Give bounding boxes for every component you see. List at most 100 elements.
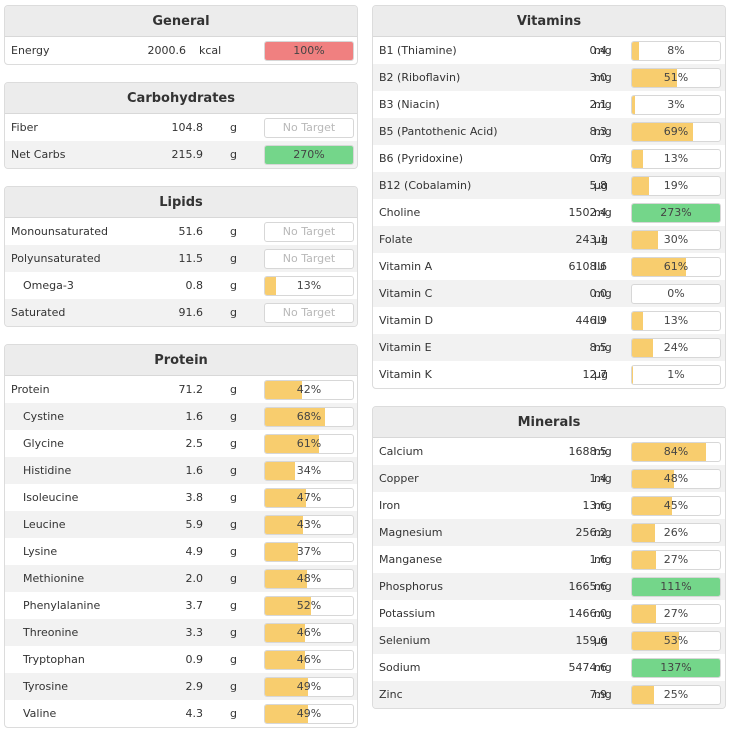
target-progress-bar: 42%: [264, 380, 354, 400]
nutrient-name: Protein: [11, 383, 50, 396]
target-percent-label: 49%: [296, 680, 322, 693]
nutrient-row-b12-cobalamin: B12 (Cobalamin) 5.8 µg 19%: [373, 172, 725, 199]
target-progress-fill: [632, 312, 644, 330]
nutrient-unit: mg: [594, 341, 612, 354]
target-progress-fill: [632, 231, 659, 249]
nutrient-unit: mg: [594, 152, 612, 165]
target-progress-bar: No Target: [264, 303, 354, 323]
nutrient-row-folate: Folate 243.1 µg 30%: [373, 226, 725, 253]
nutrient-unit: mg: [594, 98, 612, 111]
nutrient-row-zinc: Zinc 7.9 mg 25%: [373, 681, 725, 708]
target-progress-fill: [265, 489, 307, 507]
nutrient-row-net-carbs: Net Carbs 215.9 g 270%: [5, 141, 357, 168]
target-progress-fill: [265, 570, 308, 588]
target-progress-bar: 100%: [264, 41, 354, 61]
target-percent-label: 13%: [663, 152, 689, 165]
nutrient-name: Calcium: [379, 445, 424, 458]
target-percent-label: 84%: [663, 445, 689, 458]
nutrient-name: Lysine: [23, 545, 58, 558]
nutrient-row-threonine: Threonine 3.3 g 46%: [5, 619, 357, 646]
target-percent-label: 34%: [296, 464, 322, 477]
nutrient-unit: g: [230, 383, 237, 396]
target-percent-label: 53%: [663, 634, 689, 647]
nutrient-name: B6 (Pyridoxine): [379, 152, 464, 165]
nutrient-unit: IU: [594, 260, 606, 273]
nutrient-amount: 2.0: [185, 572, 204, 585]
target-progress-fill: [265, 651, 306, 669]
vitamins-panel: Vitamins B1 (Thiamine) 0.4 mg 8% B2 (Ribofla…: [372, 5, 726, 389]
nutrient-row-monounsaturated: Monounsaturated 51.6 g No Target: [5, 218, 357, 245]
target-progress-bar: 61%: [631, 257, 721, 277]
nutrient-name: Omega-3: [23, 279, 74, 292]
target-percent-label: 61%: [663, 260, 689, 273]
nutrient-unit: µg: [594, 233, 608, 246]
nutrient-row-leucine: Leucine 5.9 g 43%: [5, 511, 357, 538]
target-progress-bar: 27%: [631, 550, 721, 570]
target-progress-bar: 49%: [264, 677, 354, 697]
nutrient-unit: mg: [594, 661, 612, 674]
nutrient-name: Phosphorus: [379, 580, 443, 593]
target-progress-bar: 53%: [631, 631, 721, 651]
nutrient-unit: kcal: [199, 44, 222, 57]
target-percent-label: 51%: [663, 71, 689, 84]
nutrient-name: B1 (Thiamine): [379, 44, 457, 57]
target-percent-label: 19%: [663, 179, 689, 192]
target-progress-bar: No Target: [264, 222, 354, 242]
target-progress-bar: 61%: [264, 434, 354, 454]
nutrient-row-b6-pyridoxine: B6 (Pyridoxine) 0.7 mg 13%: [373, 145, 725, 172]
nutrient-amount: 5474.6: [568, 661, 608, 674]
target-percent-label: 3%: [667, 98, 685, 111]
target-percent-label: 27%: [663, 553, 689, 566]
nutrient-amount: 1466.0: [568, 607, 608, 620]
nutrient-amount: 159.6: [575, 634, 608, 647]
nutrient-amount: 2000.6: [147, 44, 187, 57]
target-progress-fill: [632, 659, 720, 677]
nutrient-amount: 2.9: [185, 680, 204, 693]
nutrient-unit: mg: [594, 445, 612, 458]
nutrient-name: Threonine: [23, 626, 79, 639]
nutrient-amount: 0.4: [589, 44, 608, 57]
nutrient-amount: 6108.6: [568, 260, 608, 273]
nutrient-name: Cystine: [23, 410, 65, 423]
nutrient-unit: mg: [594, 526, 612, 539]
nutrient-unit: mg: [594, 206, 612, 219]
nutrient-amount: 2.5: [185, 437, 204, 450]
target-percent-label: 48%: [663, 472, 689, 485]
target-progress-fill: [632, 497, 672, 515]
nutrient-amount: 8.3: [589, 125, 608, 138]
nutrient-amount: 1665.6: [568, 580, 608, 593]
nutrient-name: Vitamin C: [379, 287, 433, 300]
nutrient-amount: 1502.4: [568, 206, 608, 219]
target-percent-label: 45%: [663, 499, 689, 512]
nutrient-unit: g: [230, 491, 237, 504]
target-progress-bar: 13%: [264, 276, 354, 296]
target-percent-label: No Target: [282, 121, 336, 134]
nutrient-amount: 51.6: [178, 225, 204, 238]
nutrient-row-tryptophan: Tryptophan 0.9 g 46%: [5, 646, 357, 673]
target-percent-label: No Target: [282, 306, 336, 319]
nutrient-name: B5 (Pantothenic Acid): [379, 125, 498, 138]
nutrient-unit: mg: [594, 125, 612, 138]
protein-rows: Protein 71.2 g 42% Cystine 1.6 g 68% Glycine 2.5 g…: [5, 376, 357, 727]
carbohydrates-rows: Fiber 104.8 g No Target Net Carbs 215.9 g 270%: [5, 114, 357, 168]
target-progress-fill: [632, 470, 675, 488]
target-percent-label: 47%: [296, 491, 322, 504]
target-progress-bar: 45%: [631, 496, 721, 516]
nutrient-row-methionine: Methionine 2.0 g 48%: [5, 565, 357, 592]
nutrient-row-vitamin-k: Vitamin K 12.7 µg 1%: [373, 361, 725, 388]
minerals-rows: Calcium 1688.5 mg 84% Copper 1.4 mg 48% Iron 13.6…: [373, 438, 725, 708]
nutrient-amount: 446.9: [575, 314, 608, 327]
target-progress-fill: [265, 705, 309, 723]
nutrient-row-vitamin-d: Vitamin D 446.9 IU 13%: [373, 307, 725, 334]
nutrient-unit: g: [230, 545, 237, 558]
nutrient-unit: mg: [594, 580, 612, 593]
nutrient-name: B12 (Cobalamin): [379, 179, 472, 192]
target-progress-bar: 273%: [631, 203, 721, 223]
target-progress-fill: [632, 258, 686, 276]
target-progress-fill: [265, 381, 302, 399]
target-progress-bar: No Target: [264, 118, 354, 138]
nutrient-name: Zinc: [379, 688, 403, 701]
target-progress-bar: 27%: [631, 604, 721, 624]
nutrient-row-phenylalanine: Phenylalanine 3.7 g 52%: [5, 592, 357, 619]
nutrient-amount: 243.1: [575, 233, 608, 246]
